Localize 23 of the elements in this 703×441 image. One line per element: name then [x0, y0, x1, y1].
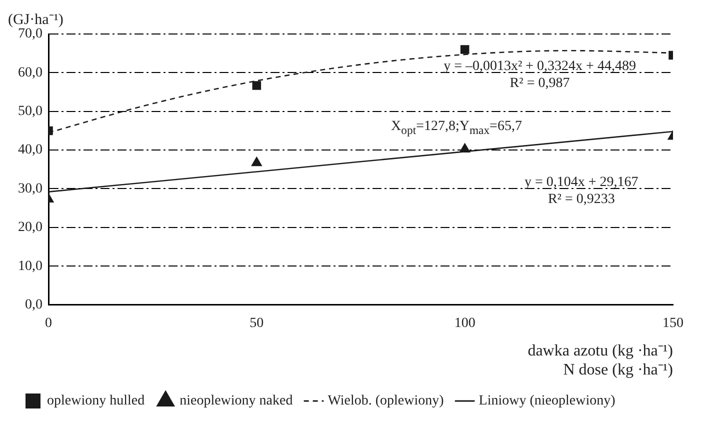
- y-tick-label: 60,0: [18, 65, 42, 80]
- legend-label: oplewiony hulled: [47, 394, 145, 409]
- y-axis-title: (GJ·ha⁻¹): [8, 11, 64, 28]
- y-tick-label: 10,0: [18, 258, 42, 274]
- legend-label: Liniowy (nieoplewiony): [478, 394, 616, 409]
- annotation: y = –0,0013x² + 0,3324x + 44,489: [444, 58, 636, 75]
- y-tick-label: 0,0: [25, 297, 42, 312]
- x-tick-label: 0: [45, 316, 52, 331]
- annotation: y = 0,104x + 29,167: [524, 174, 638, 191]
- x-tick-label: 50: [250, 316, 264, 331]
- y-tick-label: 20,0: [18, 220, 42, 236]
- annotation: R² = 0,987: [510, 76, 570, 92]
- x-axis-title: dawka azotu (kg ·ha⁻¹) N dose (kg ·ha⁻¹): [528, 342, 673, 379]
- y-tick-label: 30,0: [18, 181, 42, 196]
- legend-label: Wielob. (oplewiony): [328, 394, 444, 409]
- y-tick-label: 40,0: [18, 142, 42, 158]
- y-tick-label: 50,0: [18, 104, 42, 120]
- x-tick-label: 150: [662, 316, 684, 331]
- y-tick-label: 70,0: [18, 26, 42, 42]
- legend-label: nieoplewiony naked: [180, 394, 293, 409]
- annotation: X$_{opt}$=127,8;Y$_{max}$=65,7: [391, 118, 522, 139]
- annotation: R² = 0,9233: [548, 192, 615, 208]
- x-tick-label: 100: [454, 316, 476, 331]
